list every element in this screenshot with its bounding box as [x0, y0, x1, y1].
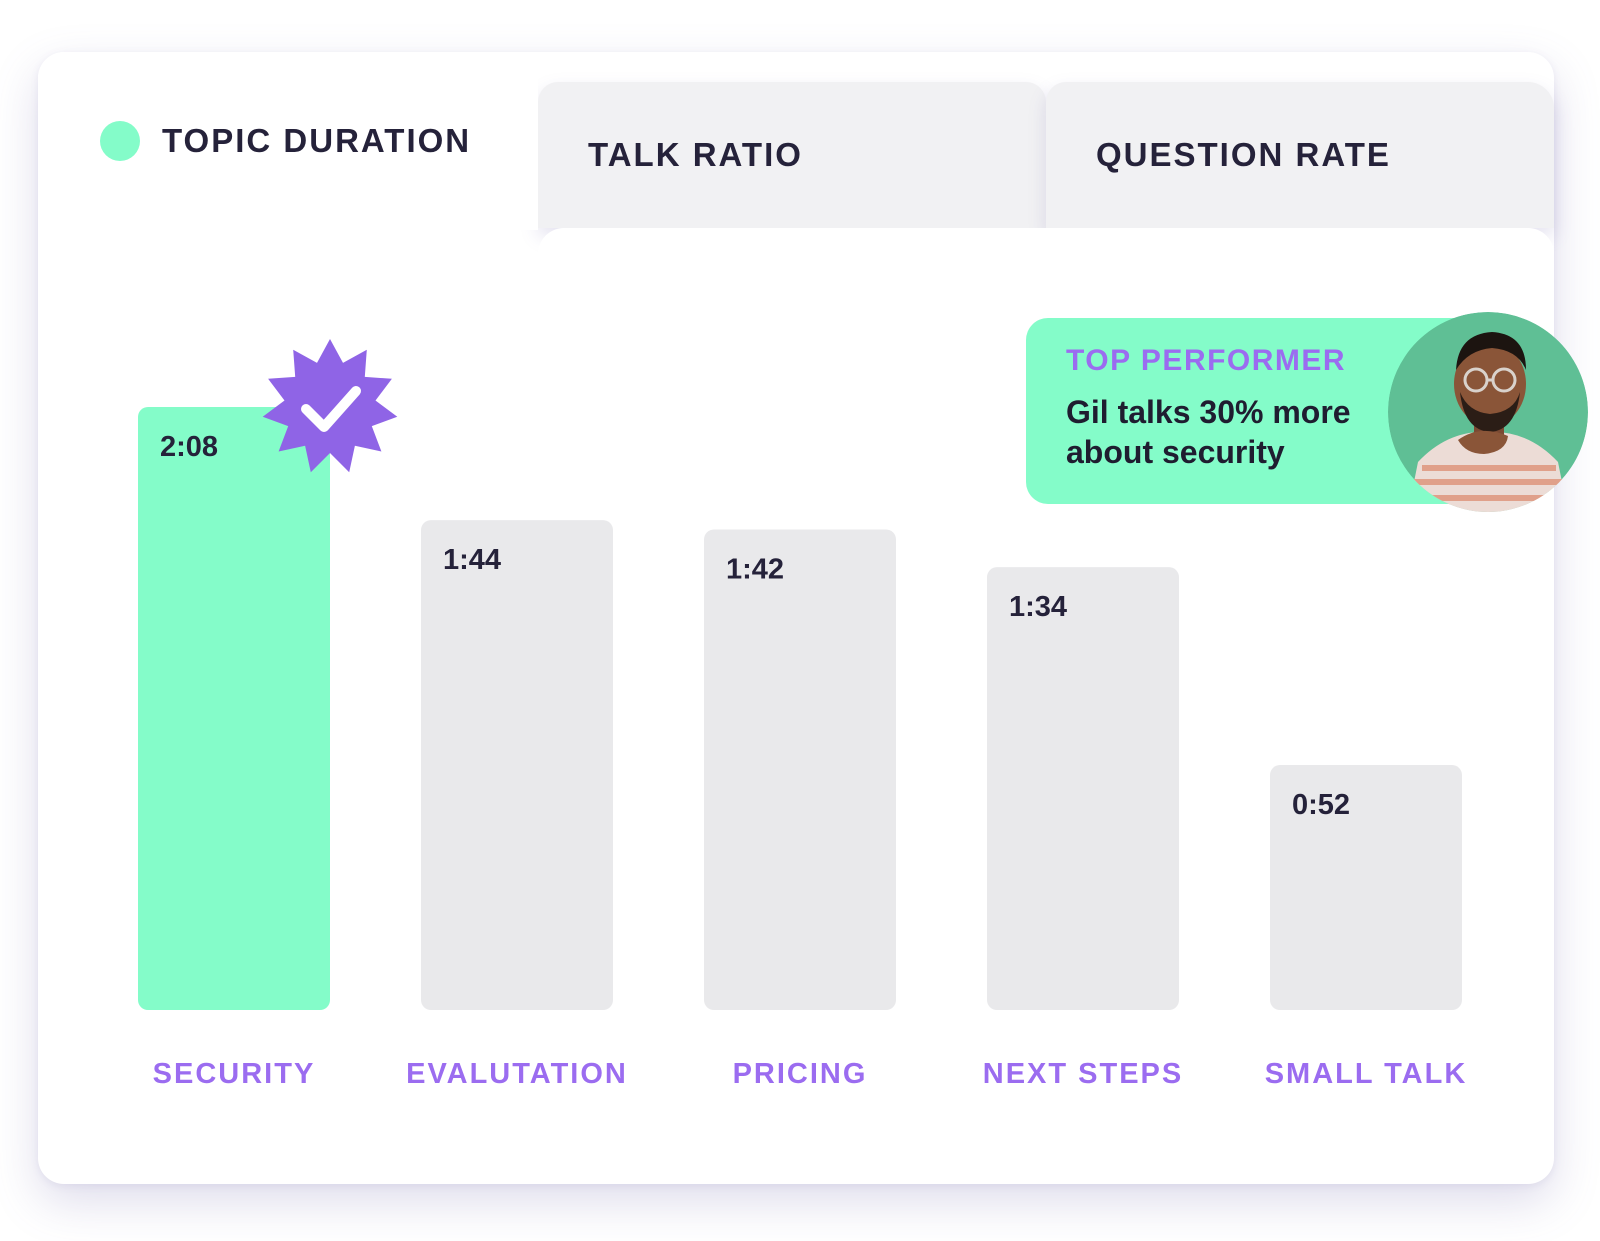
tab-label: TOPIC DURATION [162, 122, 472, 159]
active-dot-icon [100, 121, 140, 161]
badge-star-shape [262, 339, 398, 473]
bar-small-talk [1270, 765, 1462, 1010]
category-label: NEXT STEPS [983, 1058, 1184, 1090]
content-area-top [538, 228, 1554, 268]
bar-value-label: 2:08 [160, 431, 218, 463]
verified-check-badge-icon [262, 339, 398, 473]
callout-heading: TOP PERFORMER [1066, 344, 1347, 377]
tab-label: QUESTION RATE [1096, 136, 1391, 173]
bar-value-label: 1:44 [443, 544, 501, 576]
bar-value-label: 1:34 [1009, 591, 1067, 623]
tab-topic-duration[interactable]: TOPIC DURATION [38, 52, 538, 230]
avatar [1388, 312, 1588, 512]
bar-pricing [704, 529, 896, 1010]
category-label: SMALL TALK [1265, 1058, 1468, 1090]
bar-next-steps [987, 567, 1179, 1010]
bar-value-label: 0:52 [1292, 789, 1350, 821]
category-label: PRICING [733, 1058, 868, 1090]
bar-evalutation [421, 520, 613, 1010]
tab-talk-ratio[interactable]: TALK RATIO [538, 82, 1046, 228]
tab-question-rate[interactable]: QUESTION RATE [1046, 82, 1554, 228]
bar-security [138, 407, 330, 1010]
tab-label: TALK RATIO [588, 136, 803, 173]
category-label: SECURITY [153, 1058, 316, 1090]
category-label: EVALUTATION [406, 1058, 628, 1090]
labels-layer: 2:08 SECURITY 1:44 EVALUTATION 1:42 PRICING 1:… [153, 431, 1468, 1090]
bars-layer [138, 407, 1462, 1010]
checkmark-icon [301, 386, 361, 432]
bar-value-label: 1:42 [726, 553, 784, 585]
callout-text: Gil talks 30% more about security [1066, 394, 1351, 470]
